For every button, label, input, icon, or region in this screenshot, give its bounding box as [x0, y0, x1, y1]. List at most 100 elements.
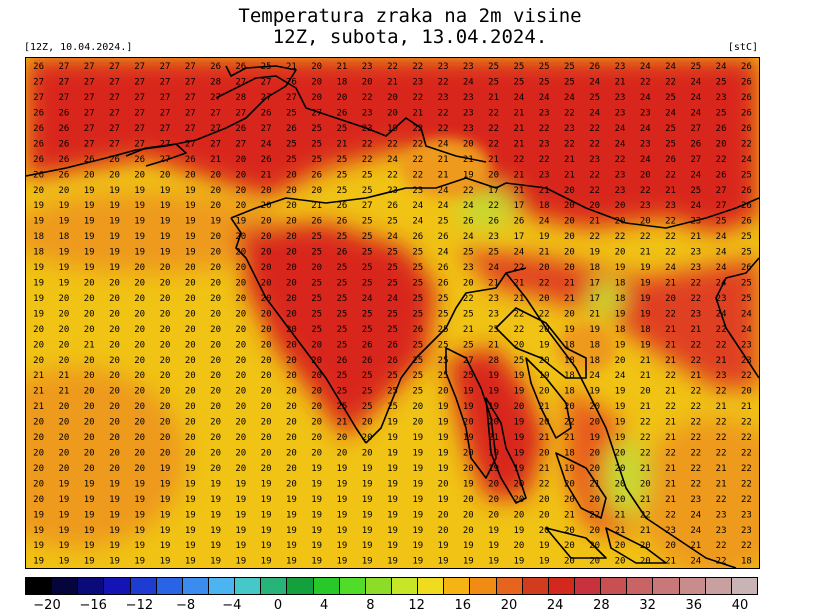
grid-value: 22 [716, 449, 727, 459]
island-south-2 [545, 527, 607, 559]
grid-value: 24 [615, 371, 626, 381]
colorbar-tick-label: 4 [320, 598, 329, 613]
grid-value: 27 [261, 78, 272, 88]
cool-spot-3 [586, 280, 626, 316]
grid-value: 19 [185, 541, 196, 551]
grid-value: 20 [235, 279, 246, 289]
grid-value: 19 [33, 217, 44, 227]
grid-value: 20 [640, 387, 651, 397]
colorbar-swatch [261, 578, 288, 594]
grid-value: 24 [438, 139, 449, 149]
grid-value: 25 [589, 93, 600, 103]
grid-value: 19 [463, 479, 474, 489]
grid-value: 20 [261, 279, 272, 289]
grid-value: 20 [615, 541, 626, 551]
grid-value: 27 [690, 155, 701, 165]
grid-value: 20 [210, 340, 221, 350]
grid-value: 27 [185, 124, 196, 134]
grid-value: 22 [640, 510, 651, 520]
grid-value: 19 [387, 464, 398, 474]
map-subtitle: 12Z, subota, 13.04.2024. [272, 26, 548, 48]
grid-value: 20 [311, 387, 322, 397]
grid-value: 17 [513, 201, 524, 211]
grid-value: 21 [488, 433, 499, 443]
grid-value: 19 [589, 387, 600, 397]
grid-value: 19 [235, 541, 246, 551]
grid-value: 27 [84, 124, 95, 134]
grid-value: 25 [311, 325, 322, 335]
grid-value: 20 [235, 201, 246, 211]
grid-value: 22 [665, 402, 676, 412]
colorbar-tick-label: 24 [546, 598, 564, 613]
grid-value: 19 [513, 371, 524, 381]
grid-value: 19 [134, 557, 145, 567]
grid-value: 21 [412, 109, 423, 119]
grid-value: 25 [665, 93, 676, 103]
grid-value: 20 [84, 464, 95, 474]
grid-value: 20 [615, 449, 626, 459]
grid-value: 22 [716, 541, 727, 551]
grid-value: 19 [387, 124, 398, 134]
colorbar-swatch [548, 578, 575, 594]
grid-value: 23 [387, 186, 398, 196]
grid-value: 20 [235, 371, 246, 381]
grid-value: 21 [438, 170, 449, 180]
grid-value: 22 [640, 232, 651, 242]
grid-value: 26 [311, 217, 322, 227]
grid-value: 19 [134, 495, 145, 505]
grid-value: 20 [185, 170, 196, 180]
grid-value: 22 [690, 449, 701, 459]
grid-value: 19 [513, 449, 524, 459]
grid-value: 21 [716, 479, 727, 489]
grid-value: 19 [539, 232, 550, 242]
grid-value: 20 [615, 557, 626, 567]
grid-value: 20 [235, 186, 246, 196]
grid-value: 23 [741, 526, 752, 536]
grid-value: 19 [286, 495, 297, 505]
grid-value: 20 [185, 294, 196, 304]
grid-value: 20 [286, 433, 297, 443]
grid-value: 20 [665, 541, 676, 551]
grid-value: 25 [336, 155, 347, 165]
grid-value: 19 [109, 263, 120, 273]
grid-value: 24 [463, 232, 474, 242]
grid-value: 26 [438, 263, 449, 273]
grid-value: 19 [210, 495, 221, 505]
grid-value: 20 [311, 356, 322, 366]
grid-value: 20 [311, 186, 322, 196]
grid-value: 24 [438, 248, 449, 258]
grid-value: 25 [336, 263, 347, 273]
grid-value: 20 [564, 526, 575, 536]
grid-value: 19 [336, 495, 347, 505]
grid-value: 20 [261, 325, 272, 335]
grid-value: 22 [640, 418, 651, 428]
colorbar-swatch [26, 578, 53, 594]
grid-value: 21 [84, 340, 95, 350]
grid-value: 27 [84, 109, 95, 119]
grid-value: 20 [235, 433, 246, 443]
grid-value: 19 [58, 479, 69, 489]
grid-value: 20 [210, 433, 221, 443]
grid-value: 25 [387, 279, 398, 289]
grid-value: 26 [336, 201, 347, 211]
grid-value: 26 [513, 217, 524, 227]
grid-value: 25 [336, 170, 347, 180]
grid-value: 22 [589, 232, 600, 242]
grid-value: 21 [261, 170, 272, 180]
grid-value: 20 [33, 495, 44, 505]
grid-value: 26 [463, 217, 474, 227]
grid-value: 27 [210, 124, 221, 134]
grid-value: 22 [615, 232, 626, 242]
grid-value: 20 [58, 309, 69, 319]
grid-value: 18 [564, 340, 575, 350]
grid-value: 17 [488, 186, 499, 196]
grid-value: 19 [412, 464, 423, 474]
grid-value: 27 [210, 109, 221, 119]
grid-value: 20 [539, 263, 550, 273]
grid-value: 20 [311, 78, 322, 88]
grid-value: 20 [741, 387, 752, 397]
grid-value: 24 [261, 139, 272, 149]
grid-value: 26 [716, 170, 727, 180]
grid-value: 20 [564, 248, 575, 258]
grid-value: 20 [109, 402, 120, 412]
